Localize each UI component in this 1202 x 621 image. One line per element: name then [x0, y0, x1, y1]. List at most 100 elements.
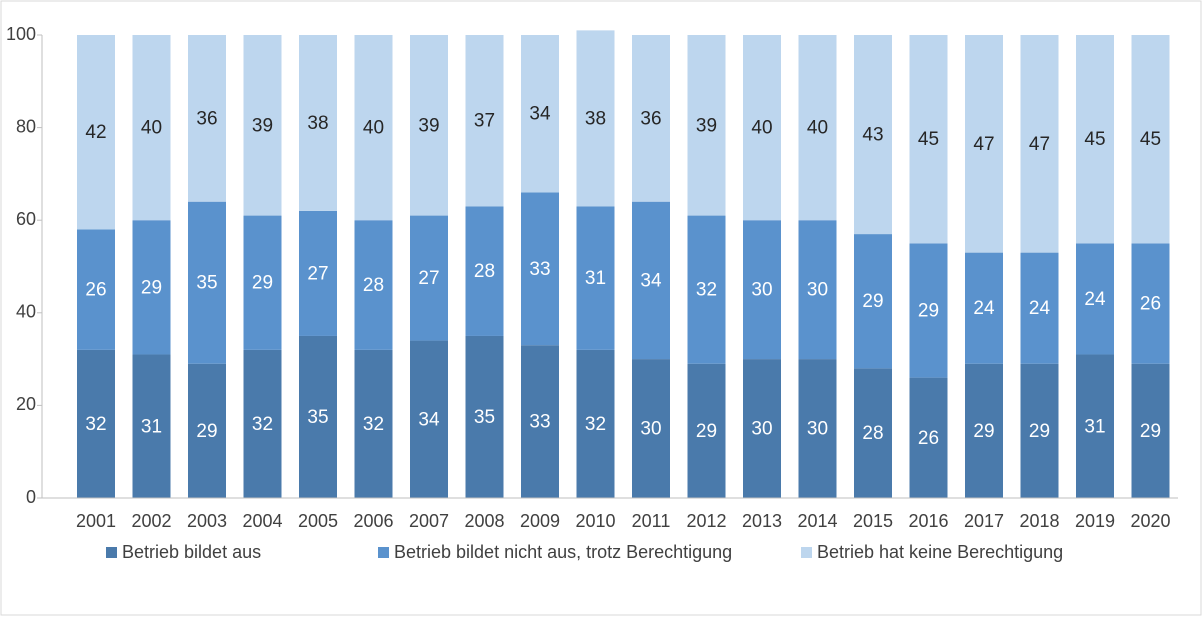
data-label: 24: [1029, 298, 1051, 319]
x-tick-label: 2017: [964, 511, 1004, 531]
data-label: 35: [307, 407, 328, 428]
bar-segment: [188, 201, 226, 364]
bar-segment: [299, 35, 337, 211]
data-label: 30: [807, 419, 828, 440]
data-label: 45: [1140, 129, 1161, 150]
bar-segment: [1020, 252, 1059, 364]
x-tick-label: 2001: [76, 511, 116, 531]
data-label: 30: [751, 280, 772, 301]
x-tick-label: 2012: [686, 511, 726, 531]
data-label: 47: [1029, 134, 1050, 155]
bar-segment: [521, 345, 559, 498]
bar-segment: [1020, 363, 1059, 498]
x-tick-label: 2008: [464, 511, 504, 531]
x-tick-label: 2019: [1075, 511, 1115, 531]
bar-segment: [354, 35, 393, 221]
x-tick-label: 2002: [131, 511, 171, 531]
data-label: 29: [696, 421, 717, 442]
x-tick-label: 2003: [187, 511, 227, 531]
data-label: 32: [585, 414, 606, 435]
bar-segment: [632, 359, 670, 498]
bar-segment: [798, 220, 837, 360]
y-tick-label: 20: [16, 394, 36, 414]
data-label: 31: [585, 268, 606, 289]
data-label: 27: [418, 268, 439, 289]
bar-segment: [1131, 363, 1170, 498]
data-label: 39: [252, 115, 273, 136]
legend-label: Betrieb bildet nicht aus, trotz Berechti…: [394, 542, 732, 562]
data-label: 38: [307, 113, 328, 134]
bar-segment: [243, 349, 282, 498]
data-label: 29: [918, 301, 939, 322]
bar-segment: [1076, 243, 1114, 355]
bar-segment: [465, 335, 504, 498]
bar-segment: [354, 349, 393, 498]
data-label: 36: [196, 108, 217, 129]
data-label: 28: [474, 261, 495, 282]
data-label: 29: [252, 273, 273, 294]
data-label: 33: [529, 259, 550, 280]
data-label: 30: [751, 419, 772, 440]
data-label: 34: [418, 409, 440, 430]
data-label: 29: [141, 277, 162, 298]
data-label: 39: [418, 115, 439, 136]
bar-segment: [77, 229, 115, 350]
bar-segment: [576, 206, 615, 350]
x-tick-label: 2007: [409, 511, 449, 531]
data-label: 34: [640, 270, 662, 291]
data-label: 32: [252, 414, 273, 435]
data-label: 29: [862, 291, 883, 312]
bar-segment: [77, 349, 115, 498]
bar-segment: [909, 377, 948, 498]
bar-segment: [521, 192, 559, 346]
x-tick-label: 2015: [853, 511, 893, 531]
data-label: 28: [363, 275, 384, 296]
legend-label: Betrieb hat keine Berechtigung: [817, 542, 1063, 562]
y-tick-label: 0: [26, 487, 36, 507]
data-label: 28: [862, 423, 883, 444]
bar-segment: [465, 206, 504, 336]
x-tick-label: 2006: [353, 511, 393, 531]
x-tick-label: 2009: [520, 511, 560, 531]
bar-segment: [909, 243, 948, 378]
bar-segment: [521, 35, 559, 193]
data-label: 45: [1084, 129, 1105, 150]
data-label: 38: [585, 108, 606, 129]
bar-segment: [854, 368, 892, 498]
bar-segment: [798, 359, 837, 498]
bar-segment: [132, 354, 171, 498]
bar-segment: [410, 35, 448, 216]
data-label: 32: [696, 280, 717, 301]
data-label: 47: [973, 134, 994, 155]
bar-segment: [299, 210, 337, 336]
bar-segment: [576, 30, 615, 207]
legend-label: Betrieb bildet aus: [122, 542, 261, 562]
data-label: 31: [1084, 416, 1105, 437]
y-tick-label: 100: [6, 24, 36, 44]
bar-segment: [132, 35, 171, 221]
legend-swatch: [106, 547, 117, 558]
bar-segment: [465, 35, 504, 207]
y-tick-label: 80: [16, 116, 36, 136]
bar-segment: [632, 35, 670, 202]
bar-segment: [1131, 35, 1170, 244]
data-label: 30: [807, 280, 828, 301]
data-label: 31: [141, 416, 162, 437]
data-label: 30: [640, 419, 661, 440]
bar-segment: [743, 359, 781, 498]
data-label: 29: [196, 421, 217, 442]
data-label: 40: [807, 118, 828, 139]
bar-segment: [743, 35, 781, 221]
data-label: 42: [85, 122, 106, 143]
bar-segment: [410, 340, 448, 498]
data-label: 24: [973, 298, 995, 319]
data-label: 26: [85, 280, 106, 301]
data-label: 40: [363, 118, 384, 139]
bar-segment: [965, 363, 1003, 498]
x-tick-label: 2004: [242, 511, 282, 531]
data-label: 26: [918, 428, 939, 449]
data-label: 32: [363, 414, 384, 435]
x-tick-label: 2020: [1130, 511, 1170, 531]
data-label: 36: [640, 108, 661, 129]
data-label: 29: [973, 421, 994, 442]
